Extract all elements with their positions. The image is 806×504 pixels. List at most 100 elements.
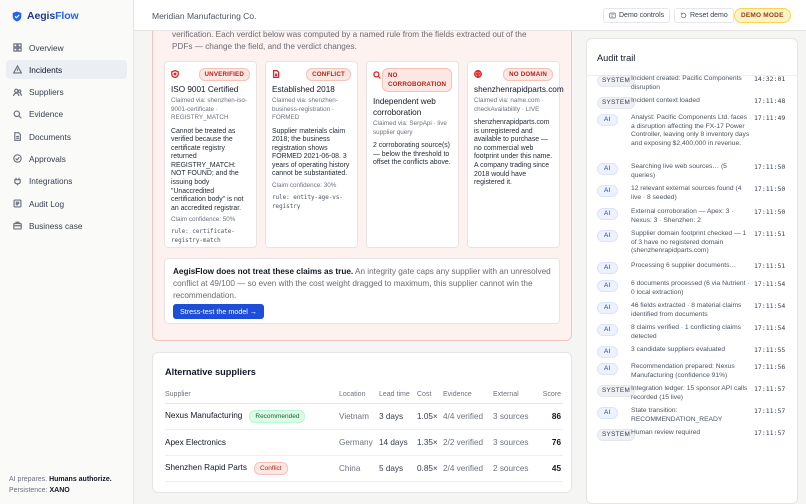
- table-row[interactable]: Nexus Manufacturing Recommended Vietnam 3…: [165, 403, 563, 430]
- sidebar: AegisFlow Overview Incidents Suppliers E…: [0, 0, 134, 504]
- main-content: verification. Each verdict below was com…: [134, 31, 582, 504]
- demo-controls-button[interactable]: Demo controls: [603, 8, 671, 23]
- column-header[interactable]: Location: [339, 387, 379, 404]
- actor-badge: AI: [597, 302, 618, 314]
- claim-card: NO CORROBORATION Independent web corrobo…: [366, 61, 459, 248]
- table-row[interactable]: Shenzhen Rapid Parts Conflict China 5 day…: [165, 455, 563, 482]
- audit-entry-text: 6 documents processed (6 via Nutrient · …: [631, 280, 750, 296]
- verification-intro: verification. Each verdict below was com…: [172, 31, 527, 51]
- audit-entry-time: 17:11:51: [754, 262, 786, 270]
- audit-entry-text: Integration ledger: 15 sponsor API calls…: [631, 385, 748, 401]
- audit-entry-time: 17:11:56: [754, 363, 786, 371]
- document-alert-icon: [272, 70, 280, 78]
- column-header[interactable]: Supplier: [165, 387, 339, 404]
- claim-confidence: Claim confidence: 50%: [171, 216, 236, 224]
- status-badge: NO DOMAIN: [503, 67, 553, 81]
- recommended-badge: Recommended: [249, 409, 306, 423]
- sidebar-item-suppliers[interactable]: Suppliers: [6, 83, 127, 102]
- actor-badge: SYSTEM: [597, 385, 636, 397]
- score-cell: 86: [541, 403, 563, 430]
- audit-entry-time: 17:11:57: [754, 385, 786, 393]
- lead-time-cell: 3 days: [379, 403, 417, 430]
- audit-entry-text: Analyst: Pacific Components Ltd. faces a…: [631, 114, 750, 147]
- column-header[interactable]: Score: [541, 387, 563, 404]
- column-header[interactable]: External: [493, 387, 541, 404]
- log-icon: [13, 199, 22, 208]
- score-cell: 76: [541, 429, 563, 456]
- brand-logo[interactable]: AegisFlow: [12, 10, 79, 22]
- audit-entry-time: 17:11:48: [754, 97, 786, 105]
- audit-entry-time: 17:11:54: [754, 324, 786, 332]
- location-cell: China: [339, 455, 379, 482]
- evidence-cell: 4/4 verified: [443, 403, 493, 430]
- sidebar-footer: AI prepares. Humans authorize. Persisten…: [9, 474, 112, 496]
- claim-source: Claimed via: shenzhen-business-registrat…: [272, 97, 338, 121]
- reset-icon: [680, 12, 687, 19]
- supplier-name-cell: Shenzhen Rapid Parts Conflict: [165, 455, 339, 482]
- audit-entry-text: 8 claims verified · 1 conflicting claims…: [631, 324, 742, 340]
- footer-tagline-b: Humans authorize.: [49, 476, 112, 483]
- sidebar-item-business-case[interactable]: Business case: [6, 216, 127, 235]
- demo-mode-badge: DEMO MODE: [734, 8, 791, 23]
- column-header[interactable]: Lead time: [379, 387, 417, 404]
- sidebar-item-approvals[interactable]: Approvals: [6, 149, 127, 168]
- audit-entry-time: 17:11:55: [754, 346, 786, 354]
- claim-title: shenzhenrapidparts.com: [474, 85, 564, 94]
- audit-entry-text: Human review required: [631, 429, 701, 436]
- search-alert-icon: [373, 71, 381, 79]
- actor-badge: AI: [597, 363, 618, 375]
- search-icon: [13, 110, 22, 119]
- footer-persistence-value: XANO: [49, 487, 70, 494]
- claim-card: UNVERIFIED ISO 9001 Certified Claimed vi…: [164, 61, 257, 248]
- column-header[interactable]: Cost: [417, 387, 443, 404]
- audit-trail-title: Audit trail: [597, 53, 636, 63]
- actor-badge: AI: [597, 280, 618, 292]
- audit-entry-time: 14:32:01: [754, 75, 786, 83]
- sidebar-item-label: Suppliers: [29, 87, 64, 98]
- brand-name: AegisFlow: [27, 10, 79, 22]
- evidence-cell: 2/2 verified: [443, 429, 493, 456]
- lead-time-cell: 5 days: [379, 455, 417, 482]
- actor-badge: AI: [597, 163, 618, 175]
- column-header[interactable]: Evidence: [443, 387, 493, 404]
- sidebar-item-incidents[interactable]: Incidents: [6, 60, 127, 80]
- actor-badge: AI: [597, 185, 618, 197]
- claim-rule: rule: entity-age-vs-registry: [272, 195, 343, 210]
- reset-demo-button[interactable]: Reset demo: [674, 8, 734, 23]
- sidebar-item-label: Overview: [29, 42, 64, 53]
- sidebar-item-audit-log[interactable]: Audit Log: [6, 194, 127, 213]
- actor-badge: AI: [597, 407, 618, 419]
- location-cell: Germany: [339, 429, 379, 456]
- sliders-icon: [609, 12, 616, 19]
- plug-icon: [14, 177, 21, 186]
- sidebar-item-label: Incidents: [29, 64, 63, 75]
- stress-test-button[interactable]: Stress-test the model →: [173, 304, 265, 319]
- lead-time-cell: 14 days: [379, 429, 417, 456]
- sidebar-item-overview[interactable]: Overview: [6, 38, 127, 57]
- claim-card: NO DOMAIN shenzhenrapidparts.com Claimed…: [467, 61, 564, 248]
- supplier-name: Apex Electronics: [165, 437, 226, 447]
- audit-trail-panel: Audit trail SYSTEM Incident created: Paci…: [586, 38, 798, 504]
- table-row[interactable]: Apex Electronics Germany 14 days 1.35× 2…: [165, 429, 563, 456]
- topbar: Meridian Manufacturing Co. Demo controls…: [134, 0, 806, 31]
- sidebar-item-evidence[interactable]: Evidence: [6, 105, 127, 124]
- sidebar-item-label: Evidence: [29, 109, 64, 120]
- actor-badge: SYSTEM: [597, 97, 636, 109]
- location-cell: Vietnam: [339, 403, 379, 430]
- shield-logo-icon: [12, 11, 22, 21]
- audit-entry-time: 17:11:49: [754, 114, 786, 122]
- supplier-name-cell: Nexus Manufacturing Recommended: [165, 403, 339, 430]
- audit-entry-time: 17:11:50: [754, 185, 786, 193]
- organization-name: Meridian Manufacturing Co.: [152, 11, 257, 21]
- sidebar-item-integrations[interactable]: Integrations: [6, 172, 127, 191]
- audit-entry-time: 17:11:54: [754, 302, 786, 310]
- claim-confidence: Claim confidence: 30%: [272, 182, 337, 190]
- audit-entry-text: External corroboration — Apex: 3 · Nexus…: [631, 208, 734, 224]
- shield-alert-icon: [171, 70, 179, 78]
- external-cell: 3 sources: [493, 403, 541, 430]
- sidebar-item-documents[interactable]: Documents: [6, 127, 127, 146]
- actor-badge: SYSTEM: [597, 75, 636, 87]
- integrity-gate-notice: AegisFlow does not treat these claims as…: [164, 258, 560, 324]
- actor-badge: AI: [597, 230, 618, 242]
- status-badge: CONFLICT: [306, 67, 351, 81]
